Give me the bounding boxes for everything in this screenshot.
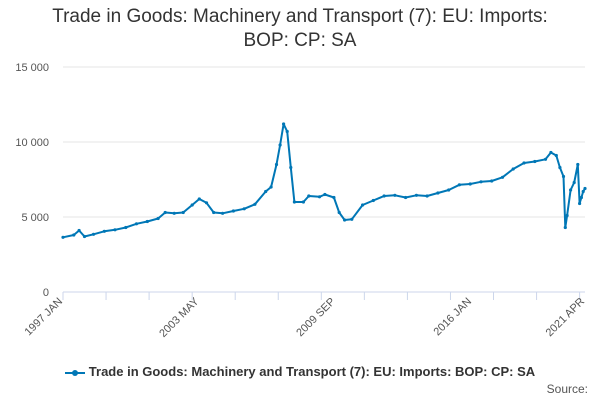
data-point (578, 201, 582, 206)
data-point (332, 195, 336, 200)
data-point (212, 210, 216, 215)
data-point (561, 174, 566, 179)
data-point (468, 182, 472, 186)
data-point (569, 188, 573, 192)
data-point (301, 200, 305, 204)
data-point (317, 195, 322, 199)
data-point (61, 235, 65, 239)
data-point (404, 195, 408, 200)
data-point (264, 189, 268, 194)
legend-label: Trade in Goods: Machinery and Transport … (88, 364, 536, 379)
x-tick-label: 2003 MAY (157, 295, 202, 340)
x-tick-label: 2009 SEP (294, 296, 338, 340)
data-point (323, 192, 327, 197)
data-point (371, 198, 375, 203)
data-point (124, 225, 128, 230)
data-point (554, 153, 558, 158)
data-point (278, 143, 282, 147)
data-point (102, 229, 106, 233)
data-point (558, 165, 562, 170)
data-point (82, 234, 87, 239)
data-point (579, 195, 584, 200)
x-tick-label: 2021 APR (544, 296, 588, 340)
chart-title-line-1: Trade in Goods: Machinery and Transport … (52, 6, 548, 27)
data-point (282, 122, 286, 126)
data-point (522, 161, 526, 165)
data-point (221, 211, 225, 215)
data-point (163, 210, 167, 215)
y-tick-label: 0 (43, 287, 49, 299)
data-point (156, 216, 160, 221)
data-point (274, 162, 279, 167)
data-point (269, 185, 273, 189)
data-point (242, 207, 246, 211)
data-point (72, 233, 76, 237)
data-point (134, 222, 139, 226)
source-label: Source: (546, 382, 588, 396)
data-point (190, 203, 194, 207)
data-point (436, 191, 440, 195)
x-tick-label: 1997 JAN (22, 296, 65, 339)
y-tick-label: 15 000 (15, 62, 49, 74)
data-point (581, 189, 585, 194)
data-point (500, 175, 505, 179)
data-point (447, 188, 451, 192)
data-point (91, 232, 96, 236)
data-point (181, 210, 185, 215)
data-point (285, 129, 289, 134)
y-tick-label: 10 000 (15, 137, 49, 149)
data-point (172, 211, 176, 215)
data-point (77, 228, 81, 233)
chart-title-line-2: BOP: CP: SA (243, 30, 357, 51)
data-point (490, 179, 494, 183)
data-point (113, 228, 117, 232)
data-point (343, 218, 347, 222)
data-point (549, 150, 553, 155)
data-point (337, 210, 341, 215)
data-point (197, 197, 201, 201)
data-point (307, 194, 311, 198)
data-point (425, 194, 429, 198)
data-point (533, 159, 537, 164)
data-point (292, 200, 296, 204)
x-tick-label: 2016 JAN (431, 296, 474, 339)
chart-legend[interactable]: Trade in Goods: Machinery and Transport … (0, 364, 600, 379)
y-tick-label: 5 000 (21, 212, 49, 224)
data-point (457, 183, 461, 187)
data-point (583, 186, 587, 191)
data-point (145, 219, 149, 224)
data-point (572, 180, 576, 185)
data-point (565, 213, 569, 218)
data-point (414, 193, 418, 197)
data-point (543, 157, 548, 161)
data-point (361, 203, 365, 207)
data-point (479, 180, 483, 184)
data-point (393, 193, 397, 197)
data-point (511, 167, 515, 171)
series-line (62, 123, 586, 239)
legend-line-marker-icon (64, 369, 85, 377)
data-point (563, 225, 567, 230)
data-point (253, 202, 257, 206)
data-point (350, 217, 354, 221)
data-point (576, 162, 580, 167)
data-point (231, 209, 235, 213)
data-point (289, 165, 293, 170)
data-point (204, 201, 209, 205)
data-point (382, 194, 386, 198)
